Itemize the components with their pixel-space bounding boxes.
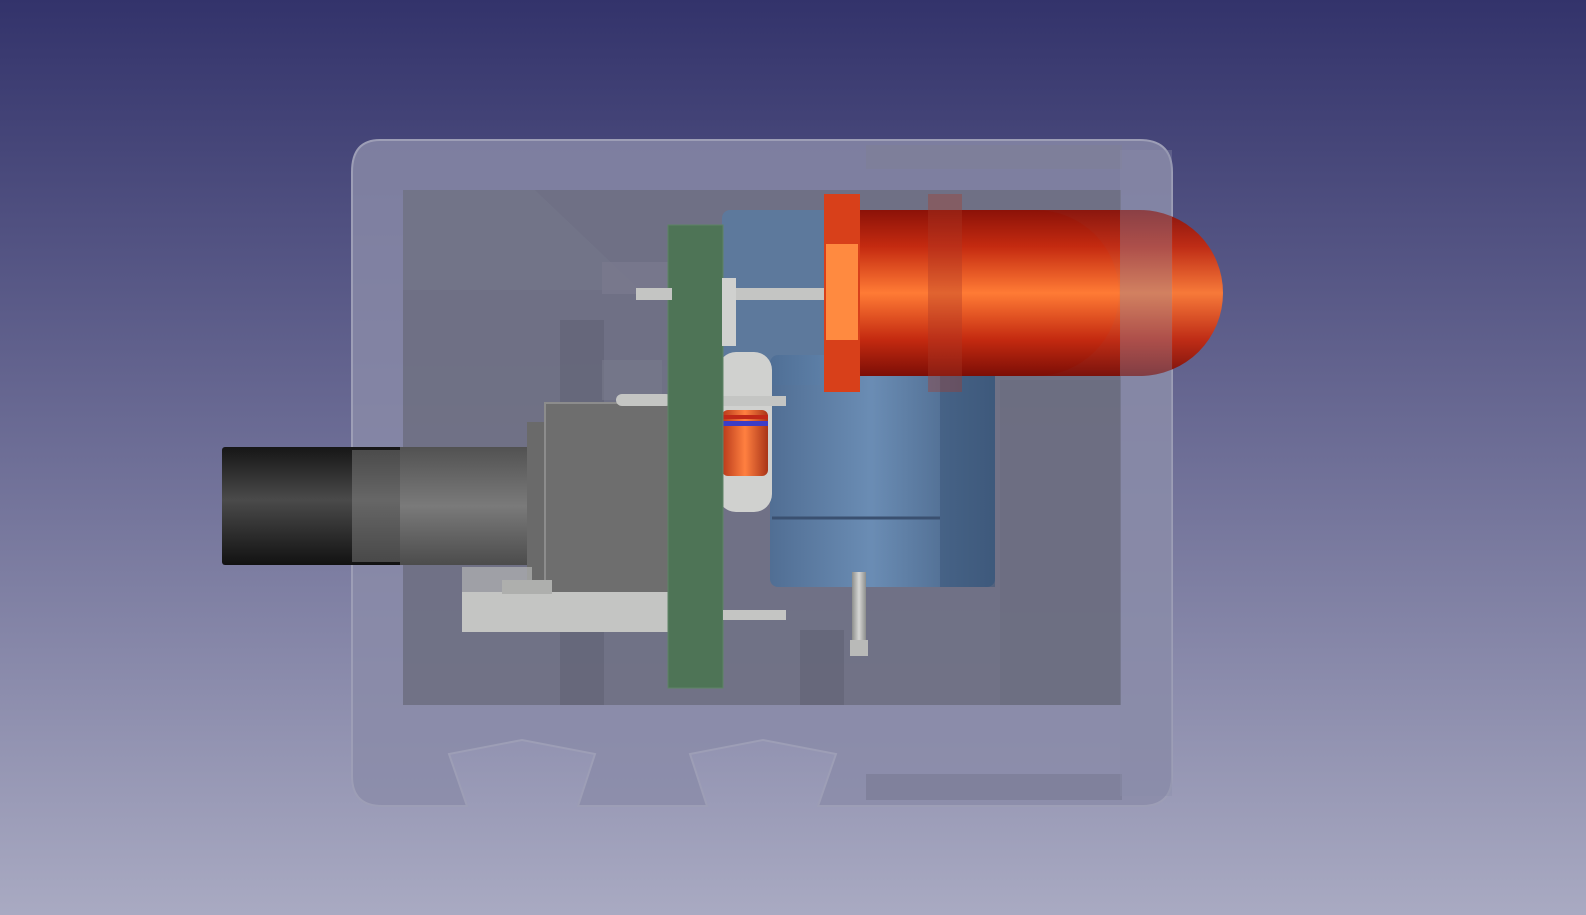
resistor-lead-top [720,396,786,406]
dc-power-jack[interactable] [400,394,672,632]
jack-housing[interactable] [544,402,672,612]
model-assembly[interactable] [222,139,1223,807]
led-lead-vertical [722,278,736,346]
led-lead-left [636,288,672,300]
cable-plug[interactable] [222,447,412,565]
led-internal-anvil [928,194,962,392]
enclosure-right-shade [1000,380,1121,705]
plug-sleeve [352,450,408,562]
enclosure-top-ridge [866,145,1122,169]
jack-barrel [400,447,548,565]
plug-body[interactable] [222,447,412,565]
resistor-band-1 [722,415,768,419]
resistor-body[interactable] [722,410,768,476]
led-flange-highlight [826,244,858,340]
resistor-band-2 [722,421,768,426]
pcb-board[interactable] [667,224,724,689]
jack-tab [502,580,552,594]
led[interactable] [824,194,1223,392]
capacitor-lead [852,572,866,656]
mounting-boss-mid [800,630,844,705]
jack-pin-top [616,394,672,406]
jack-flange [527,422,547,590]
inner-rib-2 [602,360,662,400]
capacitor-lead-tip [850,640,868,656]
enclosure-bottom-ridge [866,774,1122,800]
led-lead-bottom [723,610,786,620]
enclosure-front-overlay [1120,150,1172,796]
capacitor-body[interactable] [770,355,995,587]
led-dome[interactable] [860,210,1119,376]
led-leads [636,278,826,620]
capacitor-band [940,355,995,587]
electrolytic-capacitor[interactable] [722,210,995,656]
cavity-bevel [403,190,640,290]
resistor[interactable] [718,352,786,512]
led-lead-right [723,288,826,300]
jack-pin-bottom [462,592,672,632]
